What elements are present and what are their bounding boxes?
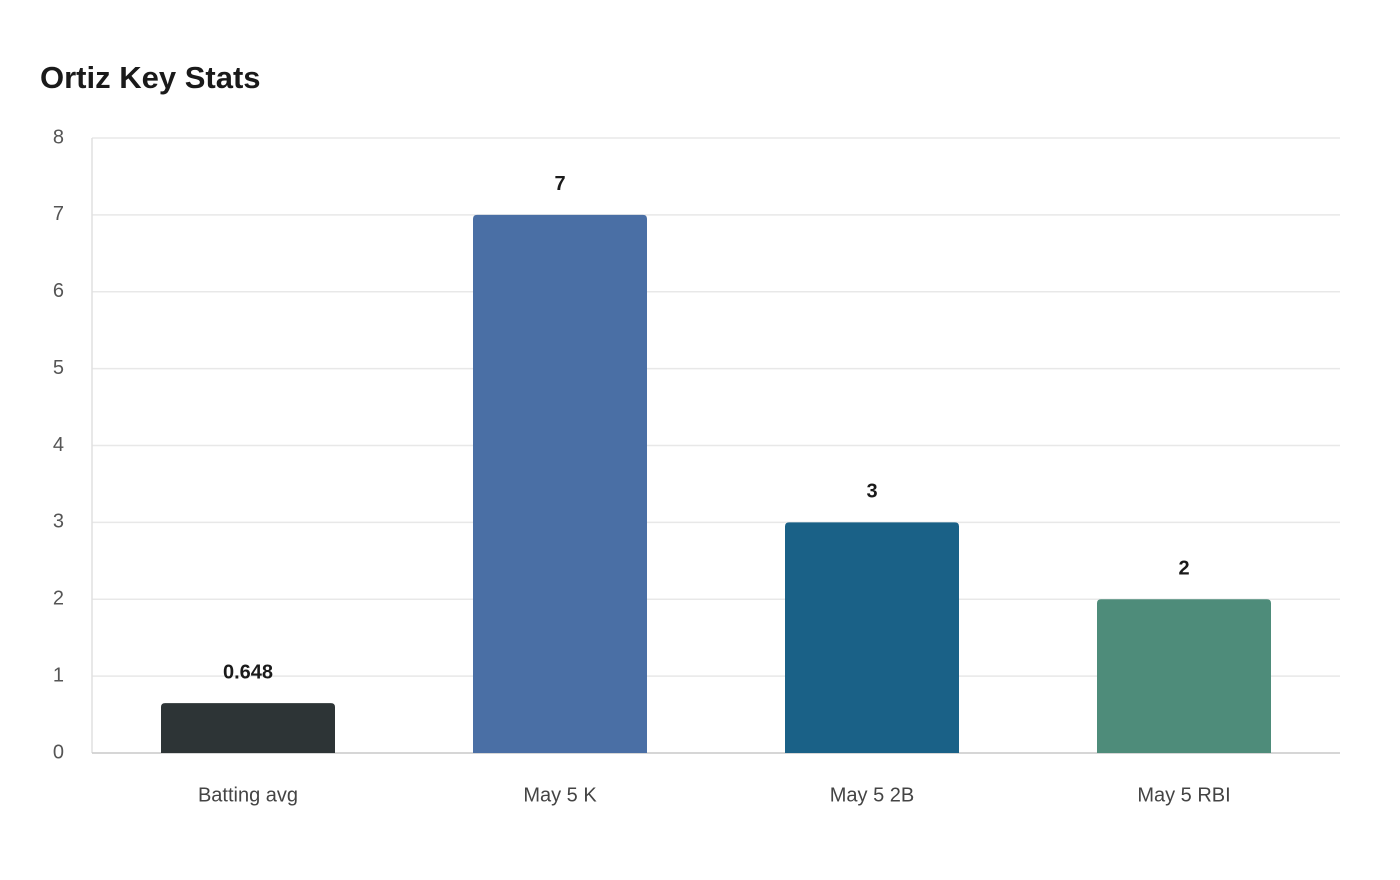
bar — [785, 522, 959, 753]
x-tick-label: May 5 2B — [830, 784, 914, 806]
y-tick-label: 8 — [53, 126, 64, 148]
bar — [161, 703, 335, 753]
value-label: 2 — [1178, 558, 1189, 580]
y-tick-label: 1 — [53, 664, 64, 686]
bar — [473, 214, 647, 753]
x-tick-label: Batting avg — [198, 784, 298, 806]
value-label: 7 — [554, 173, 565, 195]
y-tick-label: 5 — [53, 357, 64, 379]
chart-title: Ortiz Key Stats — [40, 60, 261, 95]
x-tick-label: May 5 K — [523, 784, 597, 806]
y-tick-label: 7 — [53, 203, 64, 225]
value-label: 3 — [866, 481, 877, 503]
x-tick-label: May 5 RBI — [1137, 784, 1230, 806]
y-tick-label: 0 — [53, 741, 64, 763]
y-tick-label: 6 — [53, 280, 64, 302]
y-tick-label: 4 — [53, 434, 64, 456]
value-label: 0.648 — [223, 661, 273, 683]
y-tick-label: 3 — [53, 511, 64, 533]
bar — [1097, 599, 1271, 753]
y-tick-label: 2 — [53, 588, 64, 610]
